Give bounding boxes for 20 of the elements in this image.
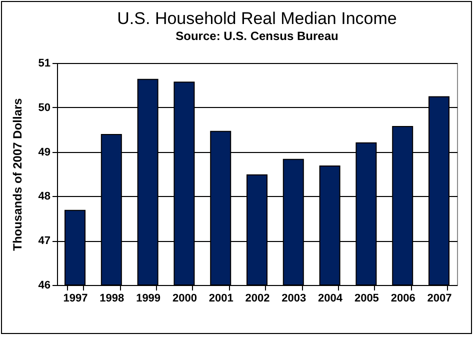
x-tick-label: 2007 [427,292,452,304]
x-tick-label: 1998 [100,292,124,304]
x-tick-label: 2004 [318,292,344,304]
y-axis-title: Thousands of 2007 Dollars [10,98,24,251]
y-tick-label: 51 [38,58,50,70]
chart-title: U.S. Household Real Median Income [117,9,397,28]
x-tick-label: 1997 [63,292,88,304]
x-tick-label: 2002 [245,292,270,304]
y-tick-label: 48 [38,190,50,203]
y-tick-label: 47 [38,235,50,248]
y-tick-label: 46 [38,280,50,292]
x-tick-label: 2006 [390,292,416,304]
x-tick-label: 2005 [354,292,379,304]
x-tick-label: 2003 [282,292,306,304]
chart-subtitle: Source: U.S. Census Bureau [176,29,338,43]
x-tick-label: 2001 [208,292,234,304]
x-tick-label: 1999 [136,292,161,304]
y-tick-label: 49 [38,146,50,158]
y-tick-label: 50 [38,102,50,114]
x-tick-label: 2000 [172,292,197,304]
